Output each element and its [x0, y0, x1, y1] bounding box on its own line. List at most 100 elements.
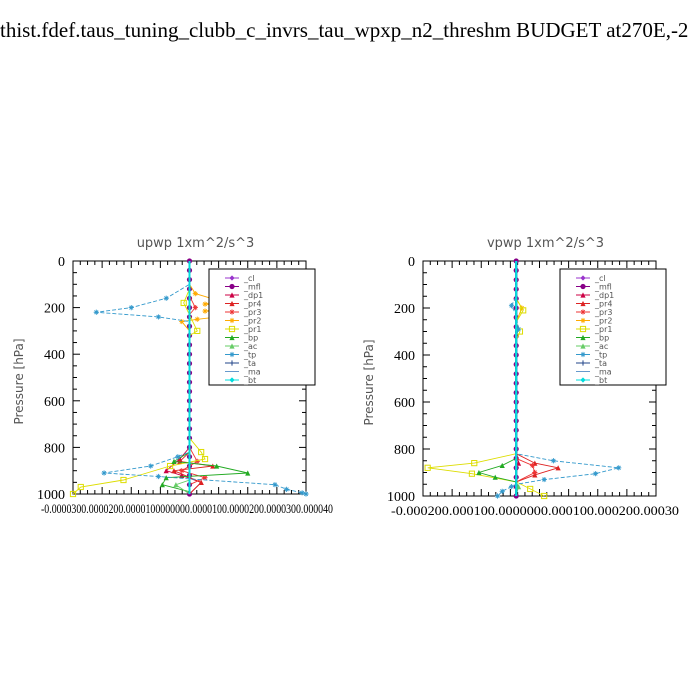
y-tick-label: 600 — [394, 396, 415, 411]
data-point — [194, 316, 200, 322]
legend-item-dp1: _dp1 — [225, 291, 263, 300]
panel-title: upwp 1xm^2/s^3 — [137, 236, 255, 251]
series-pr1 — [69, 261, 209, 498]
data-point — [468, 470, 476, 477]
data-point — [492, 474, 498, 480]
legend-marker — [580, 334, 586, 341]
legend-marker — [229, 360, 235, 366]
data-point — [179, 318, 185, 325]
data-point — [77, 483, 84, 491]
data-point — [166, 462, 174, 470]
legend-item-ac: _ac — [225, 342, 257, 351]
legend-marker — [580, 309, 586, 315]
series-line — [497, 261, 619, 497]
data-point — [148, 463, 154, 469]
legend-item-mfl: _mfl — [225, 283, 261, 292]
data-point — [303, 491, 309, 497]
data-point — [515, 484, 522, 490]
legend-marker — [229, 292, 235, 298]
legend-item-pr4: _pr4 — [225, 300, 261, 309]
data-point — [171, 468, 177, 474]
legend-item-pr3: _pr3 — [576, 308, 612, 317]
legend-label: _dp1 — [243, 291, 263, 300]
legend-item-ta: _ta — [576, 359, 607, 368]
y-axis-label: Pressure [hPa] — [12, 338, 26, 424]
data-point — [592, 471, 599, 477]
data-point — [155, 473, 162, 480]
data-point — [508, 303, 515, 309]
data-point — [210, 463, 216, 469]
y-tick-label: 0 — [58, 255, 65, 270]
data-point — [155, 314, 162, 320]
series-pr3 — [515, 261, 538, 496]
legend-item-bt: _bt — [576, 376, 607, 385]
data-point — [515, 326, 522, 332]
y-tick-label: 200 — [44, 302, 65, 317]
legend-item-ma: _ma — [225, 368, 261, 377]
vpwp-panel: vpwp 1xm^2/s^3 Pressure [hPa] 0 200 400 600 80… — [362, 236, 679, 518]
legend-label: _pr2 — [243, 317, 261, 326]
legend-marker — [229, 334, 235, 341]
legend-label: _pr1 — [243, 325, 261, 334]
legend-marker — [229, 300, 235, 307]
data-point — [163, 475, 169, 481]
data-point — [69, 490, 77, 498]
y-tick-label: 1000 — [387, 490, 415, 505]
legend-marker — [579, 325, 587, 333]
data-point — [202, 301, 208, 307]
legend-label: _pr1 — [594, 325, 612, 334]
legend-marker — [580, 377, 586, 383]
data-point — [202, 308, 208, 314]
series-tp — [93, 261, 309, 497]
data-point — [214, 463, 220, 469]
legend-label: _bp — [243, 334, 258, 343]
legend-label: _dp1 — [594, 291, 614, 300]
y-axis-label: Pressure [hPa] — [362, 339, 376, 425]
data-point — [283, 486, 290, 492]
y-tick-label: 400 — [394, 349, 415, 364]
legend-marker — [580, 300, 586, 307]
legend-label: _mfl — [243, 283, 261, 292]
data-point — [120, 476, 127, 484]
data-point — [198, 448, 205, 456]
legend-label: _ta — [594, 359, 607, 368]
legend: _cl_mfl_dp1_pr4_pr3_pr2_pr1_bp_ac_tp_ta_… — [559, 268, 667, 386]
legend-marker — [229, 283, 235, 290]
series-pr2 — [515, 261, 525, 496]
data-point — [194, 458, 200, 464]
legend-marker — [580, 343, 586, 349]
legend-item-ma: _ma — [576, 368, 612, 377]
data-point — [173, 482, 179, 488]
data-point — [202, 475, 208, 481]
data-point — [272, 482, 278, 488]
data-point — [424, 464, 431, 471]
legend-item-pr1: _pr1 — [225, 325, 261, 334]
y-tick-label: 1000 — [37, 488, 65, 503]
legend-marker — [229, 377, 235, 383]
data-point — [163, 295, 169, 301]
legend-marker — [229, 343, 235, 349]
data-point — [555, 465, 561, 471]
data-point — [529, 462, 536, 469]
legend-marker — [580, 275, 586, 281]
data-point — [494, 493, 501, 499]
data-point — [471, 460, 478, 467]
series-bp — [159, 261, 251, 494]
legend-marker — [229, 275, 235, 281]
legend-label: _pr4 — [243, 300, 261, 309]
legend-label: _tp — [243, 351, 256, 360]
data-point — [541, 492, 548, 500]
data-point — [515, 460, 522, 466]
legend-box — [208, 268, 316, 386]
legend-label: _ma — [594, 368, 612, 377]
legend-label: _bt — [243, 376, 256, 385]
data-point — [245, 470, 251, 476]
legend-item-ac: _ac — [576, 342, 608, 351]
data-point — [180, 299, 187, 307]
data-point — [179, 468, 185, 474]
legend-marker — [228, 325, 236, 333]
legend-item-mfl: _mfl — [576, 283, 612, 292]
data-point — [550, 458, 557, 464]
legend-label: _mfl — [594, 283, 612, 292]
